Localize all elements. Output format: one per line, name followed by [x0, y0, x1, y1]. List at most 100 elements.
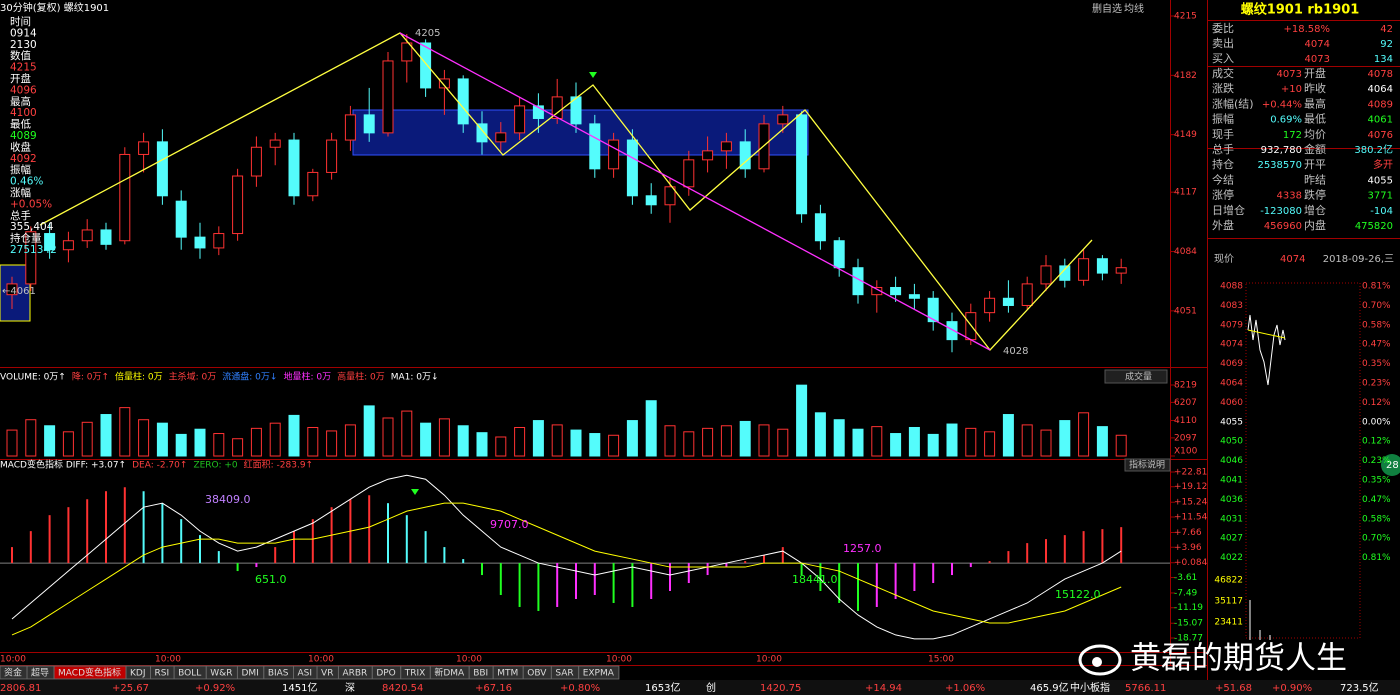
mini-y-label: 4064: [1220, 379, 1243, 389]
candle-body: [100, 229, 112, 245]
tab-label[interactable]: W&R: [210, 669, 232, 679]
candle-body: [1021, 283, 1033, 306]
quote-size: 92: [1380, 39, 1393, 50]
row-label: 振幅: [1212, 112, 1234, 126]
tab-label[interactable]: DMI: [241, 669, 258, 679]
quote-label: 委比: [1212, 22, 1234, 35]
mini-y-label: 4079: [1220, 320, 1243, 330]
macd-annotation: 38409.0: [205, 493, 251, 506]
volume-bar: [664, 425, 676, 457]
price-date: 2018-09-26,三: [1323, 254, 1394, 265]
tab-label[interactable]: MACD变色指标: [58, 667, 121, 679]
row-label: 总手: [1212, 142, 1234, 156]
tab-label[interactable]: DPO: [376, 669, 395, 679]
row-label: 均价: [1304, 128, 1326, 141]
tab[interactable]: BBI: [468, 665, 494, 680]
tab[interactable]: BIAS: [263, 665, 295, 680]
x-tick-label: 15:00: [928, 655, 954, 665]
tab[interactable]: VR: [316, 665, 339, 680]
volume-bar: [420, 422, 432, 457]
volume-header: 主杀域: 0万: [169, 371, 217, 383]
candle-body: [908, 294, 920, 299]
toolbar-item[interactable]: 均线: [1124, 2, 1144, 15]
mini-y-label: 4022: [1220, 553, 1243, 563]
mini-y-label: 4069: [1220, 359, 1243, 369]
tab-label[interactable]: SAR: [555, 669, 573, 679]
macd-annotation: 1257.0: [843, 542, 882, 555]
volume-button[interactable]: [1104, 369, 1168, 384]
tab[interactable]: DMI: [236, 665, 265, 680]
left-panel-line: 涨幅: [10, 186, 31, 199]
candle-body: [514, 105, 526, 134]
row-label: 日增仓: [1212, 203, 1245, 217]
tab[interactable]: 资金: [0, 665, 28, 680]
tab-box[interactable]: [578, 665, 620, 680]
row-value: 4073: [1277, 69, 1302, 80]
price-annotation: 4028: [1003, 346, 1028, 357]
macd-button[interactable]: [1124, 458, 1171, 472]
candle-body: [476, 123, 488, 143]
volume-bar: [269, 422, 281, 457]
tab-label[interactable]: RSI: [155, 669, 170, 679]
tab-label[interactable]: 资金: [4, 667, 22, 679]
left-panel-line: 0914: [10, 27, 37, 39]
tab-label[interactable]: EXPMA: [583, 669, 615, 679]
row-label: 持仓: [1212, 157, 1234, 171]
tab[interactable]: SAR: [550, 665, 580, 680]
mini-pct-label: 0.58%: [1362, 320, 1391, 330]
toolbar-item[interactable]: 删自选: [1092, 2, 1122, 15]
tab-label[interactable]: 超导: [31, 667, 49, 679]
candle-body: [626, 139, 638, 197]
tab[interactable]: 超导: [26, 665, 55, 680]
row-label: 昨结: [1304, 173, 1326, 186]
tab-label[interactable]: ARBR: [342, 669, 367, 679]
volume-bar: [156, 422, 168, 457]
tab[interactable]: ASI: [293, 665, 318, 680]
tab-label[interactable]: MTM: [497, 669, 518, 679]
tab-label[interactable]: 新DMA: [434, 667, 465, 679]
mini-volume-label: 35117: [1214, 597, 1243, 607]
mini-y-label: 4036: [1220, 495, 1243, 505]
mini-pct-label: 0.81%: [1362, 282, 1391, 292]
tab[interactable]: KDJ: [125, 665, 152, 680]
row-value: 4064: [1368, 84, 1393, 95]
tab[interactable]: RSI: [150, 665, 175, 680]
volume-bar: [326, 430, 338, 457]
candle-body: [138, 141, 150, 155]
volume-bar: [1078, 412, 1090, 457]
left-panel-line: 振幅: [10, 163, 31, 176]
tab-label[interactable]: ASI: [298, 669, 313, 679]
tab[interactable]: 新DMA: [429, 665, 470, 680]
tab[interactable]: ARBR: [337, 665, 373, 680]
tab-label[interactable]: TRIX: [404, 669, 426, 679]
volume-header: 地量柱: 0万: [283, 371, 331, 383]
tab[interactable]: W&R: [205, 665, 238, 680]
quote-label: 卖出: [1212, 36, 1234, 50]
tab-label[interactable]: KDJ: [130, 669, 146, 679]
tab-label[interactable]: BOLL: [178, 669, 201, 679]
badge[interactable]: [1381, 454, 1400, 476]
tab[interactable]: MACD变色指标: [53, 665, 127, 680]
left-panel-line: 4215: [10, 62, 37, 74]
badge-text[interactable]: 28: [1386, 460, 1399, 471]
status-item: +0.92%: [195, 683, 235, 694]
tab[interactable]: BOLL: [173, 665, 207, 680]
macd-button-label[interactable]: 指标说明: [1129, 459, 1165, 471]
tab-label[interactable]: VR: [321, 669, 333, 679]
tab[interactable]: DPO: [371, 665, 402, 680]
candle-body: [44, 233, 56, 251]
volume-button-label[interactable]: 成交量: [1125, 371, 1152, 383]
tab-label[interactable]: OBV: [527, 669, 547, 679]
volume-bar: [438, 418, 450, 457]
volume-bar: [908, 426, 920, 457]
tab[interactable]: TRIX: [400, 665, 431, 680]
tab[interactable]: EXPMA: [578, 665, 620, 680]
tab[interactable]: MTM: [492, 665, 524, 680]
weibo-icon: [1078, 644, 1122, 676]
volume-bar: [720, 425, 732, 457]
tab[interactable]: OBV: [522, 665, 552, 680]
tab-label[interactable]: BBI: [473, 669, 488, 679]
tab-label[interactable]: BIAS: [268, 669, 289, 679]
candle-body: [702, 150, 714, 161]
x-tick-label: 10:00: [308, 655, 334, 665]
